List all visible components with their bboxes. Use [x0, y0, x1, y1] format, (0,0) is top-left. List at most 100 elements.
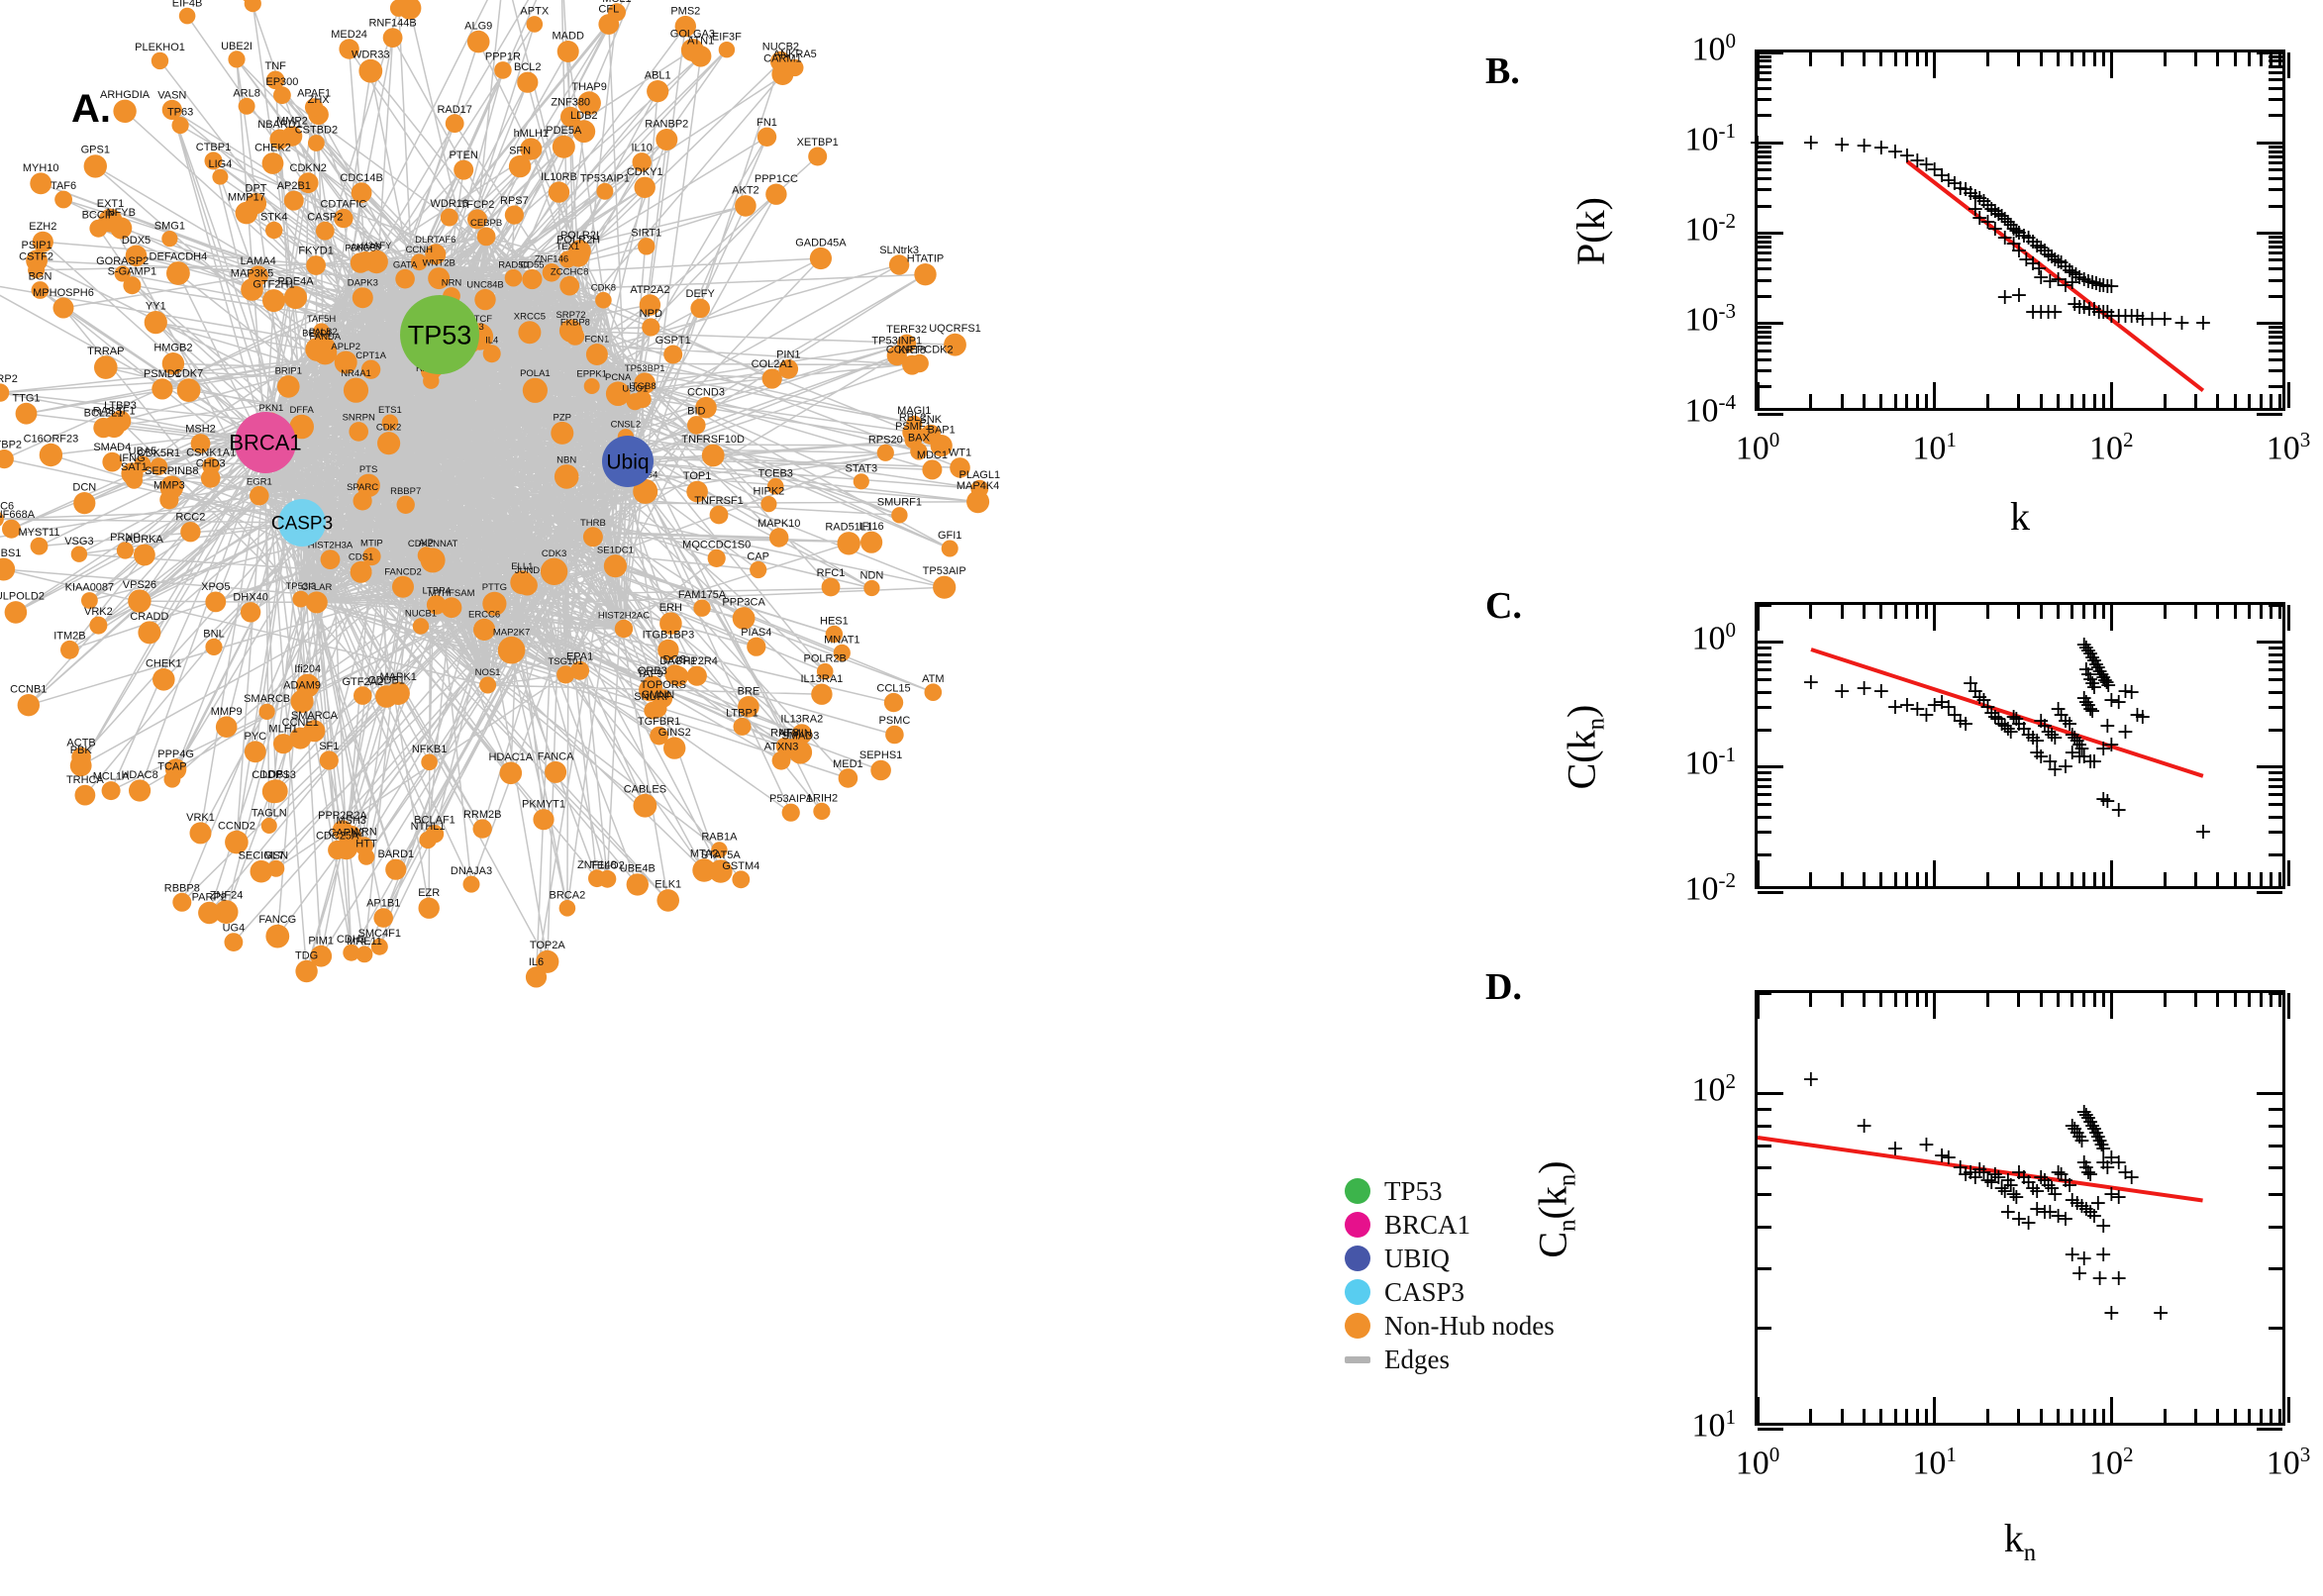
network-node[interactable]: [30, 537, 49, 555]
network-node[interactable]: [277, 375, 300, 398]
network-node[interactable]: [605, 381, 631, 407]
network-node[interactable]: [784, 738, 807, 760]
network-node[interactable]: [39, 443, 63, 467]
hub-node-ubiq[interactable]: [602, 436, 654, 487]
network-node[interactable]: [310, 945, 333, 967]
network-node[interactable]: [482, 345, 501, 363]
network-node[interactable]: [674, 15, 696, 38]
network-node[interactable]: [466, 30, 490, 53]
network-node[interactable]: [244, 0, 261, 13]
network-node[interactable]: [718, 42, 736, 58]
network-node[interactable]: [0, 557, 16, 581]
network-node[interactable]: [474, 288, 496, 311]
network-node[interactable]: [373, 908, 394, 928]
network-node[interactable]: [870, 759, 891, 781]
network-node[interactable]: [479, 676, 497, 694]
network-node[interactable]: [176, 378, 201, 402]
network-node[interactable]: [283, 190, 304, 211]
network-node[interactable]: [161, 99, 182, 120]
network-node[interactable]: [128, 589, 152, 613]
network-node[interactable]: [738, 696, 759, 718]
network-node[interactable]: [297, 172, 319, 194]
network-node[interactable]: [690, 298, 710, 319]
network-node[interactable]: [517, 574, 538, 596]
network-node[interactable]: [638, 238, 656, 255]
network-node[interactable]: [441, 597, 462, 619]
network-node[interactable]: [396, 495, 415, 514]
network-node[interactable]: [370, 938, 388, 955]
network-node[interactable]: [761, 368, 782, 389]
network-node[interactable]: [428, 267, 451, 290]
network-node[interactable]: [633, 478, 658, 504]
network-node[interactable]: [89, 616, 108, 635]
network-node[interactable]: [17, 694, 40, 717]
network-node[interactable]: [295, 959, 318, 983]
network-node[interactable]: [395, 268, 415, 289]
network-node[interactable]: [421, 753, 438, 771]
network-node[interactable]: [765, 183, 787, 205]
network-node[interactable]: [166, 261, 190, 285]
network-node[interactable]: [467, 209, 487, 230]
network-node[interactable]: [891, 507, 908, 524]
network-node[interactable]: [886, 346, 907, 366]
network-node[interactable]: [626, 873, 649, 896]
network-node[interactable]: [0, 383, 10, 402]
network-node[interactable]: [190, 434, 211, 453]
network-node[interactable]: [101, 781, 121, 801]
network-node[interactable]: [352, 287, 373, 309]
network-node[interactable]: [113, 99, 137, 124]
network-node[interactable]: [235, 201, 258, 225]
network-node[interactable]: [781, 803, 800, 822]
network-node[interactable]: [258, 703, 275, 721]
network-node[interactable]: [425, 244, 447, 265]
network-node[interactable]: [81, 592, 98, 609]
network-node[interactable]: [476, 227, 496, 247]
network-node[interactable]: [595, 291, 612, 309]
network-node[interactable]: [425, 825, 445, 844]
network-node[interactable]: [151, 51, 169, 70]
network-node[interactable]: [238, 97, 255, 115]
network-node[interactable]: [472, 819, 492, 839]
network-node[interactable]: [548, 181, 570, 203]
network-node[interactable]: [263, 779, 288, 803]
network-node[interactable]: [292, 590, 310, 608]
network-node[interactable]: [102, 451, 123, 472]
network-node[interactable]: [163, 770, 181, 788]
network-node[interactable]: [385, 858, 407, 880]
network-node[interactable]: [121, 462, 144, 485]
network-node[interactable]: [150, 457, 168, 475]
network-node[interactable]: [583, 378, 600, 394]
network-node[interactable]: [770, 50, 791, 72]
network-node[interactable]: [15, 402, 38, 425]
network-node[interactable]: [281, 126, 303, 147]
network-node[interactable]: [93, 417, 114, 439]
network-node[interactable]: [735, 195, 757, 217]
network-node[interactable]: [607, 3, 627, 22]
network-node[interactable]: [161, 231, 178, 248]
network-node[interactable]: [249, 485, 269, 506]
network-node[interactable]: [240, 602, 261, 623]
network-node[interactable]: [225, 830, 249, 854]
network-node[interactable]: [837, 532, 860, 555]
hub-node-casp3[interactable]: [278, 499, 326, 547]
network-node[interactable]: [306, 255, 326, 275]
network-node[interactable]: [381, 414, 399, 432]
network-node[interactable]: [525, 966, 548, 988]
network-node[interactable]: [265, 70, 285, 90]
network-node[interactable]: [334, 350, 357, 374]
network-node[interactable]: [138, 621, 161, 645]
network-node[interactable]: [902, 354, 923, 375]
network-node[interactable]: [224, 933, 244, 951]
network-node[interactable]: [693, 599, 711, 617]
network-node[interactable]: [228, 50, 246, 68]
network-node[interactable]: [639, 678, 661, 702]
network-node[interactable]: [930, 435, 953, 457]
network-node[interactable]: [732, 870, 751, 889]
network-node[interactable]: [410, 253, 428, 271]
network-node[interactable]: [551, 421, 574, 445]
network-node[interactable]: [265, 221, 283, 240]
network-node[interactable]: [556, 41, 579, 62]
network-node[interactable]: [559, 275, 580, 296]
network-node[interactable]: [214, 900, 239, 925]
network-node[interactable]: [533, 809, 555, 831]
